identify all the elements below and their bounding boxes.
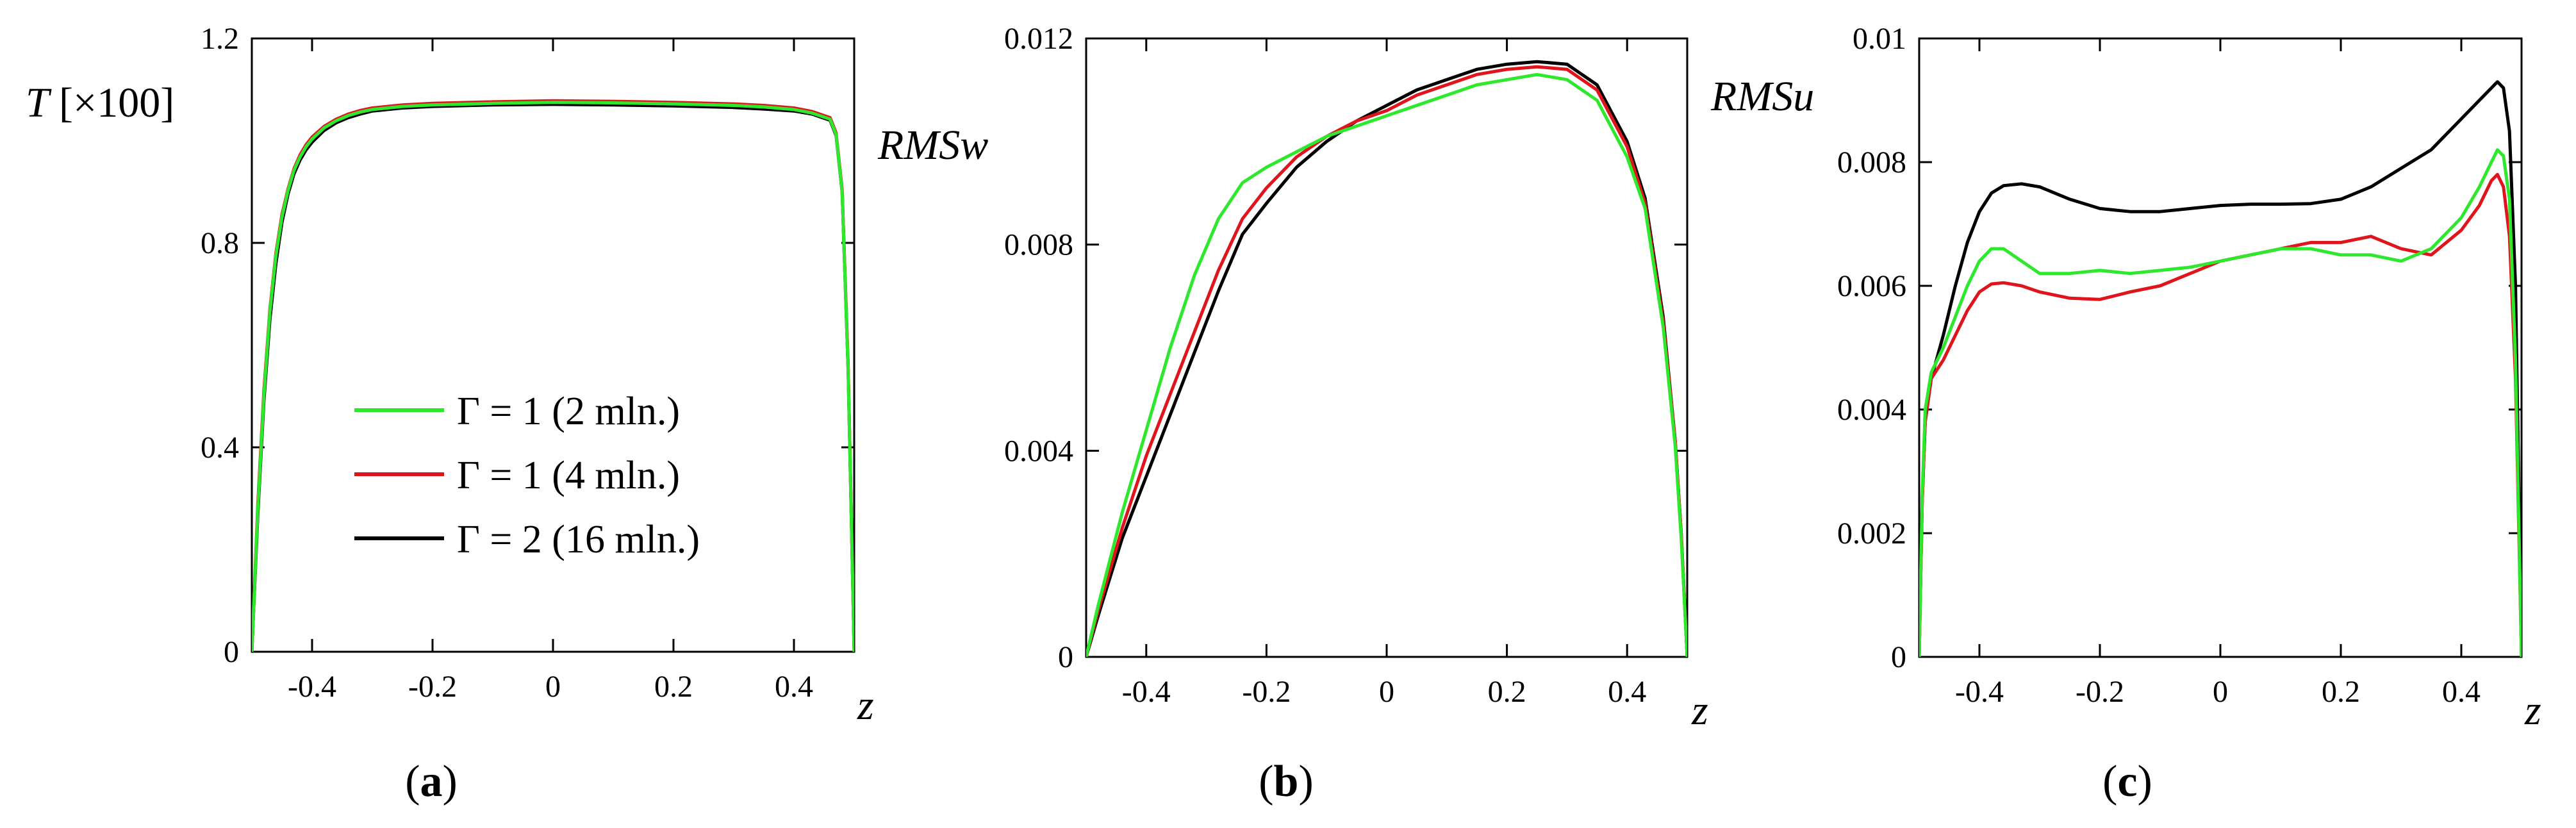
panel-label: (c) bbox=[2102, 757, 2152, 806]
y-tick-label: 0.004 bbox=[1837, 393, 1906, 427]
y-tick-label: 0 bbox=[224, 635, 239, 669]
y-axis-label: T [×100] bbox=[26, 79, 174, 126]
y-tick-label: 0.008 bbox=[1837, 145, 1906, 179]
panel-label: (a) bbox=[405, 757, 458, 806]
series-line-1 bbox=[252, 103, 854, 652]
series-line-2 bbox=[1919, 172, 2522, 657]
panel-label: (b) bbox=[1259, 757, 1314, 806]
panel-c: -0.4 -0.2 0 0.2 0.4 0 0.002 0.004 0.006 0.008 0.01… bbox=[1710, 22, 2541, 806]
x-tick-label: 0 bbox=[545, 670, 561, 704]
legend-entry: Γ = 1 (2 mln.) bbox=[457, 390, 680, 433]
series-line-1 bbox=[1086, 60, 1687, 657]
panel-a: -0.4 -0.2 0 0.2 0.4 0 0.4 0.8 1.2 T [×100] z (a) Γ =… bbox=[26, 22, 874, 806]
series-line-1 bbox=[1919, 80, 2522, 657]
plot-frame bbox=[1085, 37, 1688, 658]
legend-entry: Γ = 2 (16 mln.) bbox=[457, 518, 700, 561]
y-tick-label: 0 bbox=[1891, 640, 1906, 674]
y-tick-label: 0.006 bbox=[1837, 269, 1906, 303]
series-line-3 bbox=[252, 101, 854, 652]
x-tick-label: -0.2 bbox=[408, 670, 457, 704]
legend-entry: Γ = 1 (4 mln.) bbox=[457, 454, 680, 497]
y-tick-label: 0.004 bbox=[1004, 434, 1073, 468]
series-line-3 bbox=[1086, 72, 1687, 657]
x-tick-label: 0.2 bbox=[2322, 675, 2360, 709]
x-tick-label: -0.4 bbox=[1955, 675, 2004, 709]
panel-b: -0.4 -0.2 0 0.2 0.4 0 0.004 0.008 0.012 RMSw z (b) bbox=[877, 22, 1708, 806]
x-tick-label: 0.4 bbox=[1608, 675, 1646, 709]
x-tick-label: -0.4 bbox=[1122, 675, 1171, 709]
series-line-3 bbox=[1919, 148, 2522, 657]
plot-frame bbox=[1918, 37, 2523, 658]
y-axis-label: RMSw bbox=[877, 122, 988, 169]
y-tick-label: 0.01 bbox=[1853, 22, 1906, 56]
y-tick-label: 0.4 bbox=[201, 431, 239, 465]
y-tick-label: 0.012 bbox=[1004, 22, 1073, 56]
y-tick-label: 1.2 bbox=[201, 22, 239, 56]
y-tick-label: 0.8 bbox=[201, 226, 239, 260]
x-tick-label: -0.4 bbox=[288, 670, 336, 704]
x-tick-label: -0.2 bbox=[2076, 675, 2124, 709]
x-tick-label: 0 bbox=[2213, 675, 2228, 709]
y-tick-label: 0.008 bbox=[1004, 228, 1073, 262]
legend: Γ = 1 (2 mln.) Γ = 1 (4 mln.) Γ = 2 (16 ml… bbox=[354, 390, 700, 561]
x-axis-label: z bbox=[857, 682, 874, 729]
series-line-2 bbox=[1086, 65, 1687, 657]
y-tick-label: 0.002 bbox=[1837, 517, 1906, 551]
series-line-2 bbox=[252, 99, 854, 652]
x-tick-label: 0.4 bbox=[2442, 675, 2481, 709]
y-axis-label: RMSu bbox=[1710, 73, 1814, 120]
x-tick-label: 0.2 bbox=[654, 670, 693, 704]
x-axis-label: z bbox=[2524, 687, 2541, 734]
x-tick-label: 0.2 bbox=[1488, 675, 1526, 709]
x-tick-label: -0.2 bbox=[1242, 675, 1291, 709]
x-tick-label: 0.4 bbox=[775, 670, 813, 704]
y-tick-label: 0 bbox=[1058, 640, 1073, 674]
x-axis-label: z bbox=[1691, 687, 1708, 734]
x-tick-label: 0 bbox=[1379, 675, 1394, 709]
